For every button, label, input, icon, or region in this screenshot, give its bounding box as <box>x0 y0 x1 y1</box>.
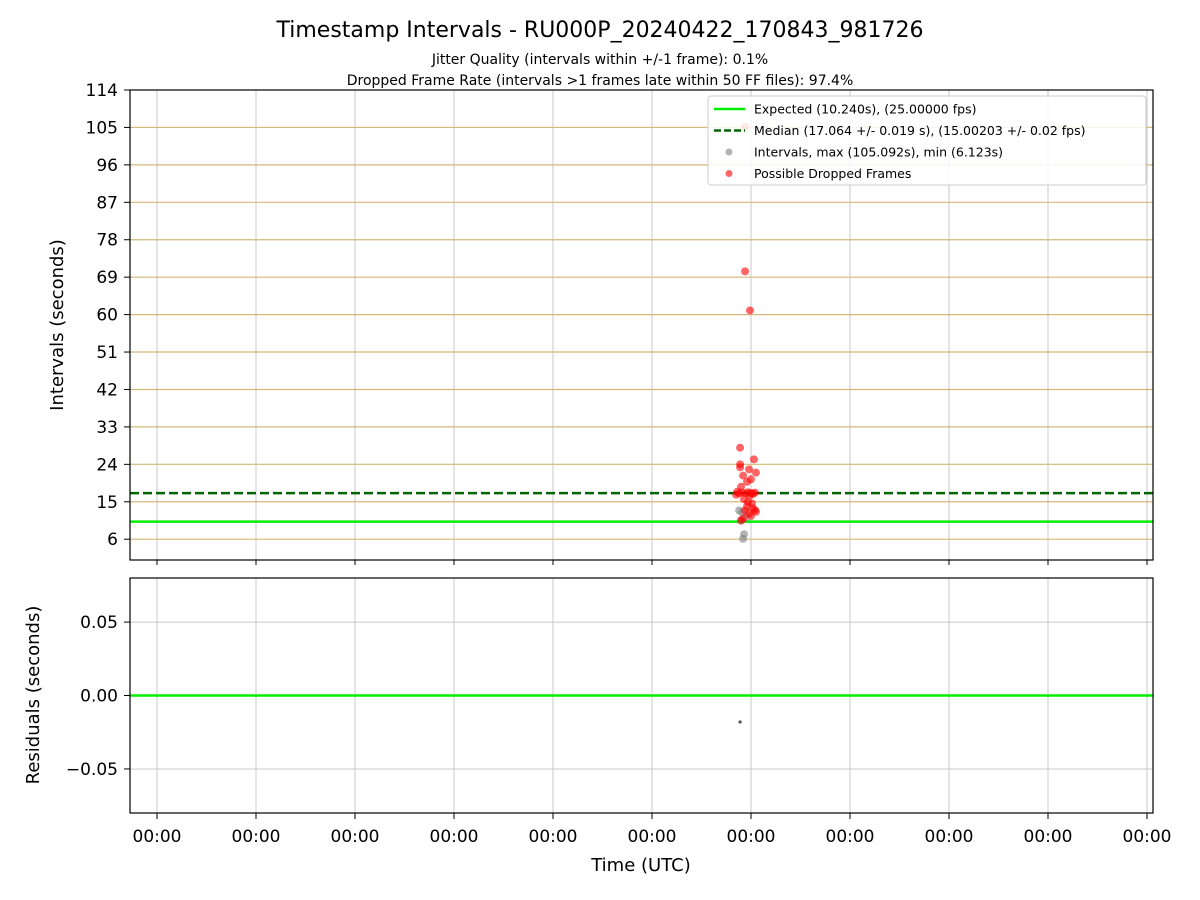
dropped-frame-point <box>741 267 750 276</box>
dropped-frame-point <box>736 443 745 452</box>
dropped-frame-point <box>746 306 755 315</box>
bottom-y-tick-label: 0.00 <box>80 687 118 707</box>
bottom-y-axis-label: Residuals (seconds) <box>23 606 44 785</box>
dropped-frame-point <box>737 516 746 525</box>
dropped-frame-point <box>749 455 758 464</box>
dropped-frame-point <box>736 463 745 472</box>
dropped-frame-point <box>743 477 752 486</box>
dropped-frame-point <box>751 468 760 477</box>
top-y-tick-label: 51 <box>96 343 118 363</box>
top-y-tick-label: 69 <box>96 268 118 288</box>
bottom-y-tick-label: −0.05 <box>66 760 118 780</box>
legend-intervals-label: Intervals, max (105.092s), min (6.123s) <box>754 145 1003 160</box>
x-tick-label: 00:00 <box>430 827 479 847</box>
x-tick-label: 00:00 <box>1123 827 1172 847</box>
legend-median-label: Median (17.064 +/- 0.019 s), (15.00203 +… <box>754 123 1085 138</box>
top-y-tick-label: 96 <box>96 156 118 176</box>
x-tick-label: 00:00 <box>628 827 677 847</box>
chart-subtitle-jitter: Jitter Quality (intervals within +/-1 fr… <box>431 52 768 68</box>
x-tick-label: 00:00 <box>1024 827 1073 847</box>
legend-box <box>707 95 1147 186</box>
dropped-frame-point <box>746 491 755 500</box>
top-y-tick-label: 42 <box>96 380 118 400</box>
x-tick-label: 00:00 <box>133 827 182 847</box>
legend-dropped-swatch <box>725 170 733 177</box>
dropped-frame-point <box>732 490 741 499</box>
x-tick-label: 00:00 <box>331 827 380 847</box>
bottom-plot-frame <box>129 577 1154 814</box>
top-y-tick-label: 87 <box>96 193 118 213</box>
dropped-frame-point <box>745 465 754 474</box>
dropped-frame-point <box>739 471 748 480</box>
top-y-tick-label: 78 <box>96 231 118 251</box>
top-y-axis-label: Intervals (seconds) <box>47 239 68 411</box>
legend: Expected (10.240s), (25.00000 fps) Median… <box>707 95 1147 186</box>
interval-point <box>740 530 749 539</box>
bottom-y-tick-label: 0.05 <box>80 613 118 633</box>
x-tick-label: 00:00 <box>925 827 974 847</box>
legend-dropped-label: Possible Dropped Frames <box>754 166 911 181</box>
legend-expected-label: Expected (10.240s), (25.00000 fps) <box>754 102 976 117</box>
x-axis-label: Time (UTC) <box>590 855 691 876</box>
top-y-tick-label: 24 <box>96 455 118 475</box>
top-y-tick-label: 6 <box>107 530 118 550</box>
top-y-tick-label: 105 <box>86 118 118 138</box>
residuals-plot: −0.05 0.00 0.05 00:00 00:00 00:00 00:00 00:00 00… <box>66 577 1172 847</box>
top-y-tick-label: 33 <box>96 418 118 438</box>
dropped-frame-point <box>747 511 755 520</box>
x-tick-label: 00:00 <box>826 827 875 847</box>
chart-subtitle-dropped: Dropped Frame Rate (intervals >1 frames … <box>347 73 854 89</box>
top-y-tick-label: 60 <box>96 306 118 326</box>
top-plot-frame <box>129 89 1154 561</box>
x-tick-label: 00:00 <box>529 827 578 847</box>
legend-intervals-swatch <box>725 148 733 156</box>
chart-title: Timestamp Intervals - RU000P_20240422_17… <box>275 18 923 43</box>
x-tick-label: 00:00 <box>232 827 281 847</box>
x-tick-label: 00:00 <box>727 827 776 847</box>
top-y-tick-label: 15 <box>96 493 118 513</box>
top-y-tick-label: 114 <box>86 81 118 101</box>
residual-point <box>738 720 742 724</box>
